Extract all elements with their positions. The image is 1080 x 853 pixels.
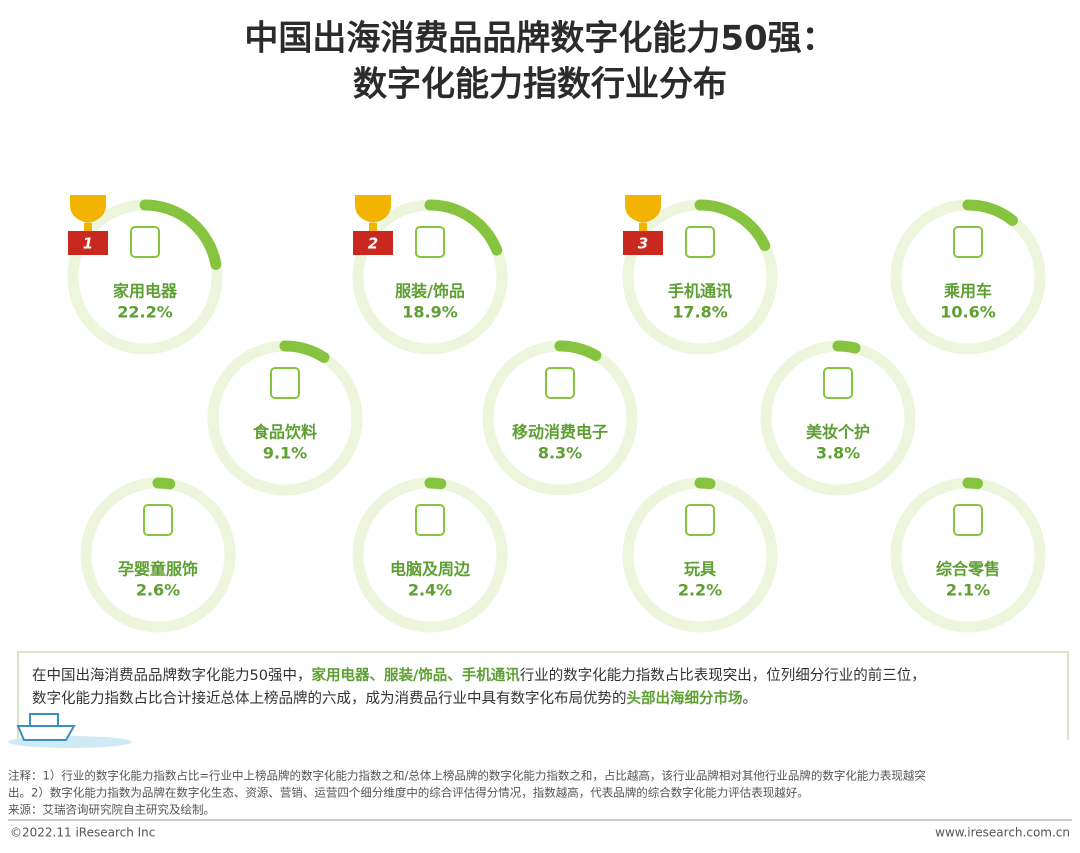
category-label: 孕婴童服饰	[118, 560, 198, 579]
footer-left: ©2022.11 iResearch Inc	[10, 826, 155, 840]
trophy	[70, 195, 106, 231]
category-label: 玩具	[684, 560, 716, 579]
ring-arc	[962, 199, 1018, 226]
summary-line: 在中国出海消费品品牌数字化能力50强中，家用电器、服装/饰品、手机通讯行业的数字…	[32, 666, 926, 684]
note-line: 注释：1）行业的数字化能力指数占比=行业中上榜品牌的数字化能力指数之和/总体上榜…	[8, 769, 926, 783]
value-label: 9.1%	[263, 444, 307, 463]
rank-label: 2	[368, 235, 378, 253]
summary-line: 数字化能力指数占比合计接近总体上榜品牌的六成，成为消费品行业中具有数字化布局优势…	[32, 689, 757, 707]
ship-icon	[8, 713, 132, 748]
ring-arc	[554, 340, 602, 362]
category-label: 美妆个护	[806, 423, 870, 442]
trophy	[355, 195, 391, 231]
icon	[415, 504, 445, 536]
category-label: 服装/饰品	[395, 282, 465, 301]
category-label: 综合零售	[936, 560, 1000, 579]
ring-arc	[962, 477, 983, 490]
icon	[953, 226, 983, 258]
value-label: 2.6%	[136, 581, 180, 600]
summary-box	[17, 651, 1069, 740]
footer-right: www.iresearch.com.cn	[935, 826, 1070, 840]
summary-text: 数字化能力指数占比合计接近总体上榜品牌的六成，成为消费品行业中具有数字化布局优势…	[32, 690, 627, 707]
rank-label: 3	[638, 235, 648, 253]
rank-badge	[623, 231, 663, 255]
rank-badge	[353, 231, 393, 255]
note-line: 出。2）数字化能力指数为品牌在数字化生态、资源、营销、运营四个细分维度中的综合评…	[8, 786, 809, 800]
ring-arc	[694, 477, 716, 490]
ring-arc	[832, 340, 861, 354]
summary-highlight: 家用电器、服装/饰品、手机通讯	[311, 666, 520, 684]
value-label: 3.8%	[816, 444, 860, 463]
value-label: 18.9%	[402, 303, 458, 322]
title-line: 数字化能力指数行业分布	[353, 65, 727, 105]
category-label: 移动消费电子	[512, 423, 608, 442]
ring-arc	[152, 477, 176, 490]
ring-arc	[424, 199, 503, 256]
value-label: 2.4%	[408, 581, 452, 600]
trophy	[625, 195, 661, 231]
icon	[415, 226, 445, 258]
rank-badge	[68, 231, 108, 255]
title-line: 中国出海消费品品牌数字化能力50强：	[244, 19, 835, 59]
summary-text: 。	[743, 691, 758, 707]
value-label: 22.2%	[117, 303, 173, 322]
icon	[685, 504, 715, 536]
value-label: 10.6%	[940, 303, 996, 322]
value-label: 17.8%	[672, 303, 728, 322]
ring-arc	[279, 340, 330, 363]
icon	[953, 504, 983, 536]
category-label: 乘用车	[943, 282, 992, 301]
summary-text: 行业的数字化能力指数占比表现突出，位列细分行业的前三位，	[520, 667, 926, 684]
icon	[270, 367, 300, 399]
icon	[545, 367, 575, 399]
category-label: 家用电器	[113, 282, 178, 301]
value-label: 2.2%	[678, 581, 722, 600]
summary-highlight: 头部出海细分市场	[627, 689, 743, 707]
category-label: 电脑及周边	[390, 560, 471, 579]
icon	[130, 226, 160, 258]
value-label: 8.3%	[538, 444, 582, 463]
note-line: 来源：艾瑞咨询研究院自主研究及绘制。	[8, 803, 215, 817]
rank-label: 1	[83, 235, 93, 253]
icon	[685, 226, 715, 258]
ring-arc	[139, 199, 222, 270]
icon	[823, 367, 853, 399]
ring-arc	[424, 477, 447, 490]
ring-arc	[694, 199, 771, 252]
category-label: 手机通讯	[668, 282, 732, 301]
summary-text: 在中国出海消费品品牌数字化能力50强中，	[32, 667, 311, 684]
icon	[143, 504, 173, 536]
category-label: 食品饮料	[252, 423, 317, 442]
value-label: 2.1%	[946, 581, 990, 600]
